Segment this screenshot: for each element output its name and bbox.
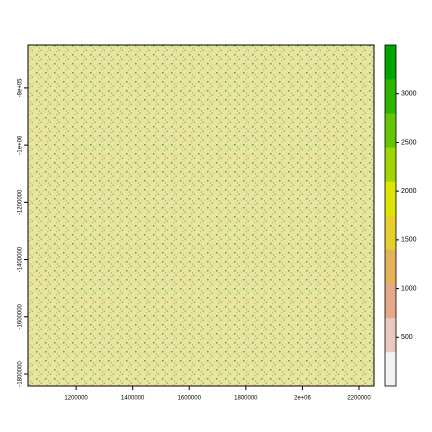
colorbar-swatch [385,181,396,216]
plot-frame [27,44,375,387]
colorbar-swatch [385,45,396,80]
x-tick-label: 1200000 [64,396,88,402]
colorbar-tick-label: 3000 [401,91,417,98]
colorbar: 500 1000 1500 2000 2500 3000 [384,44,417,387]
colorbar-swatch [385,215,396,250]
colorbar-tick-label: 1000 [401,285,417,292]
y-tick-label: -1800000 [18,361,24,387]
colorbar-swatch [385,147,396,182]
x-tick-label: 1600000 [178,396,202,402]
colorbar-swatch [385,79,396,114]
colorbar-tick-label: 2000 [401,188,417,195]
x-tick-label: 1800000 [234,396,258,402]
y-tick-label: -1600000 [18,303,24,329]
x-tick-label: 2e+06 [294,396,312,402]
y-tick-label: -1200000 [18,189,24,215]
y-tick-label: -8e+05 [18,78,24,98]
colorbar-tick-label: 500 [401,334,413,341]
colorbar-swatch [385,283,396,319]
colorbar-swatch [385,113,396,148]
x-tick-label: 1400000 [121,396,145,402]
colorbar-frame [384,44,397,387]
colorbar-swatch [385,249,396,284]
y-tick-label: -1400000 [18,246,24,272]
colorbar-tick-label: 2500 [401,139,417,146]
colorbar-tick-label: 1500 [401,237,417,244]
y-tick-label: -1e+06 [18,135,24,155]
raster-image [28,45,374,386]
colorbar-swatch [385,317,396,353]
x-tick-label: 2200000 [347,396,371,402]
colorbar-swatch [385,351,396,387]
